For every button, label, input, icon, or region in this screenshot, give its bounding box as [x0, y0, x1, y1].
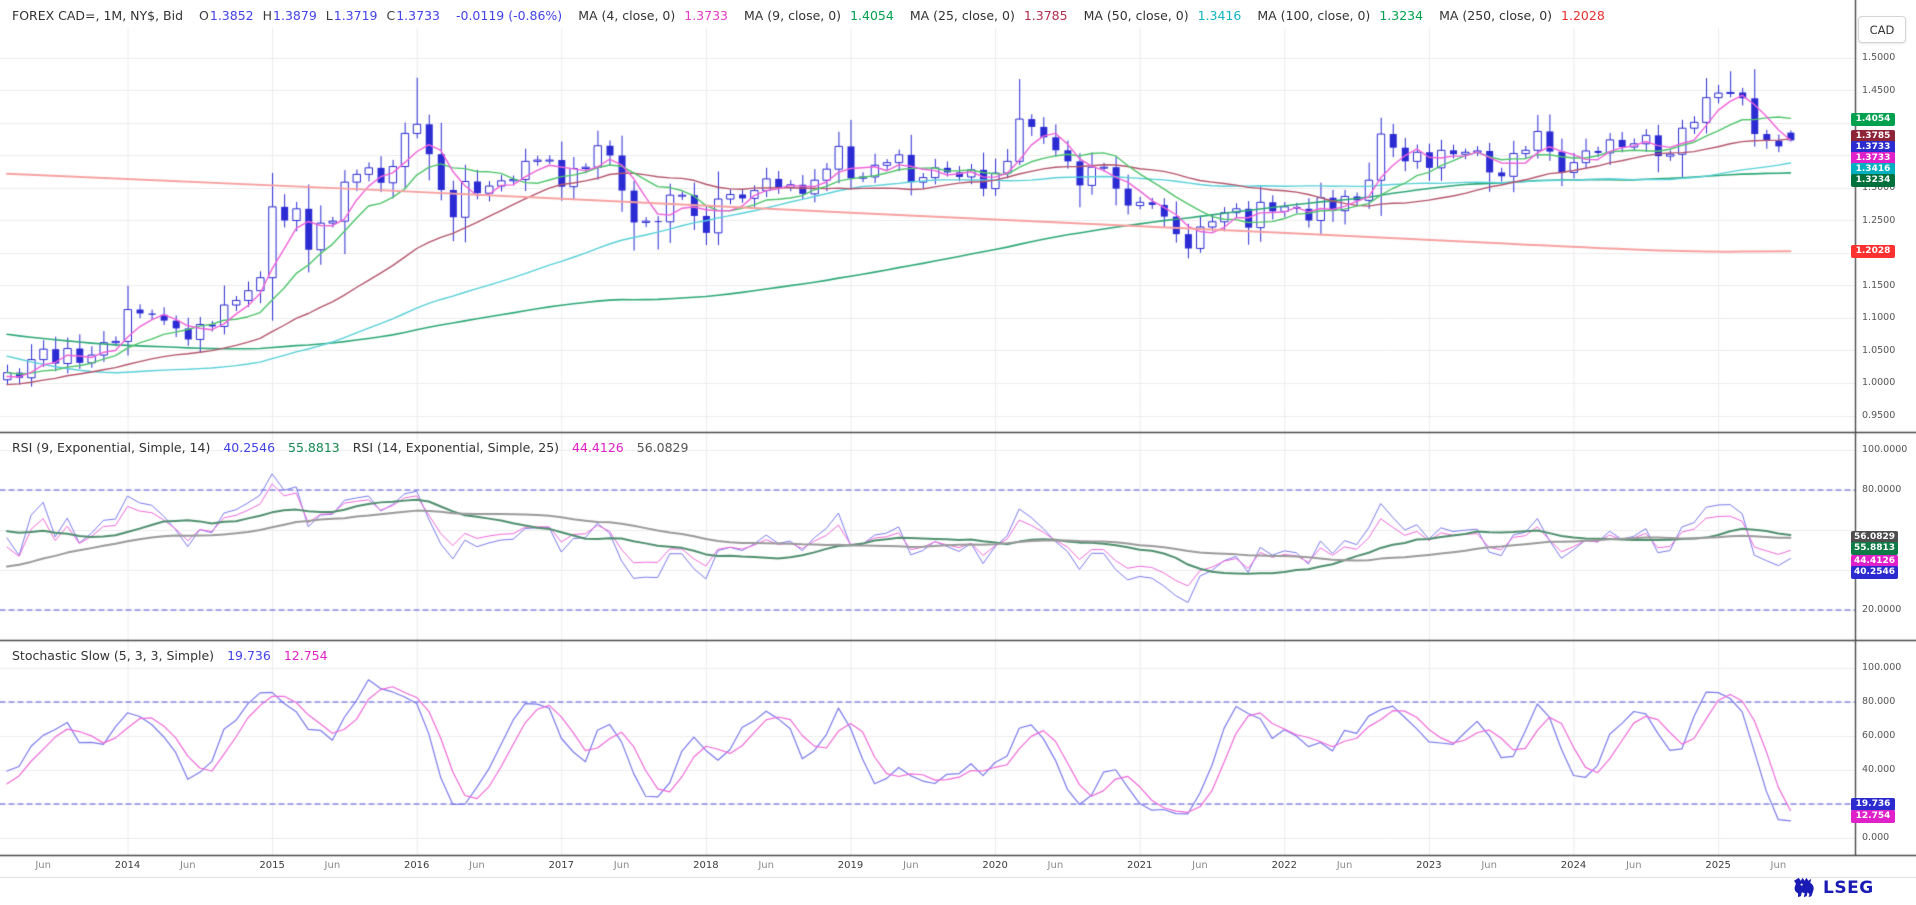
x-tick-year: 2015: [259, 860, 285, 871]
x-tick-jun: Jun: [35, 860, 51, 871]
x-tick-year: 2018: [693, 860, 719, 871]
price-axis-label: 1.4500: [1862, 84, 1896, 96]
x-tick-year: 2024: [1560, 860, 1587, 871]
x-tick-jun: Jun: [613, 860, 630, 871]
price-axis-label: 0.9500: [1862, 409, 1896, 421]
price-axis-label: 1.5000: [1862, 52, 1896, 63]
x-tick-jun: Jun: [758, 860, 774, 871]
rsi-badge: 40.2546: [1851, 565, 1898, 579]
x-tick-jun: Jun: [469, 860, 485, 871]
stoch-axis-label: 60.000: [1862, 730, 1896, 741]
ma-legend-item-1[interactable]: MA (9, close, 0) 1.4054: [744, 7, 894, 23]
lseg-logo-text: LSEG: [1823, 877, 1874, 898]
stoch-header-seg-0: Stochastic Slow (5, 3, 3, Simple): [12, 648, 215, 663]
rsi-header-seg-1: 40.2546: [223, 440, 276, 455]
lseg-lion-icon: [1794, 877, 1814, 898]
rsi-badge: 44.4126: [1851, 554, 1898, 568]
ohlc-c: C 1.3733: [386, 7, 440, 23]
stoch-axis-label: 40.000: [1862, 764, 1896, 775]
x-tick-jun: Jun: [1336, 860, 1353, 871]
price-axis-label: 1.1000: [1862, 312, 1896, 323]
rsi-badge: 56.0829: [1851, 531, 1898, 545]
price-badge: 1.2028: [1851, 244, 1895, 258]
x-tick-year: 2021: [1126, 860, 1153, 871]
ma-legend-item-3[interactable]: MA (50, close, 0) 1.3416: [1083, 7, 1242, 23]
instrument-title[interactable]: FOREX CAD=, 1M, NY$, Bid: [12, 7, 184, 23]
x-tick-year: 2020: [982, 860, 1008, 871]
rsi-header[interactable]: RSI (9, Exponential, Simple, 14) 40.2546 5…: [12, 440, 688, 455]
stoch-badge: 12.754: [1851, 809, 1895, 823]
rsi-badge: 55.8813: [1851, 542, 1898, 556]
price-axis-label: 1.0500: [1862, 344, 1896, 356]
price-axis-label: 1.2500: [1862, 214, 1896, 226]
x-tick-year: 2025: [1705, 860, 1731, 871]
stoch-axis-label: 100.000: [1862, 662, 1902, 673]
price-badge: 1.4054: [1851, 112, 1895, 126]
ma-legend-item-0[interactable]: MA (4, close, 0) 1.3733: [578, 7, 728, 23]
ma-legend-item-5[interactable]: MA (250, close, 0) 1.2028: [1439, 7, 1605, 23]
x-tick-year: 2022: [1271, 860, 1298, 871]
rsi-header-seg-0: RSI (9, Exponential, Simple, 14): [12, 440, 211, 455]
ma-legend: MA (4, close, 0) 1.3733 MA (9, close, 0) 1.…: [578, 8, 1605, 23]
x-tick-year: 2019: [837, 860, 864, 871]
stoch-header-seg-2: 12.754: [283, 648, 328, 663]
x-tick-year: 2014: [114, 860, 141, 871]
price-badge: 1.3234: [1851, 174, 1895, 188]
x-tick-year: 2017: [548, 860, 575, 871]
ohlc-l: L 1.3719: [325, 7, 378, 23]
ohlc-o: O 1.3852: [199, 7, 254, 23]
ma-legend-item-2[interactable]: MA (25, close, 0) 1.3785: [909, 7, 1068, 23]
rsi-axis-label: 80.0000: [1862, 484, 1902, 495]
price-axis-label: 1.3000: [1862, 182, 1896, 193]
stoch-header-seg-1: 19.736: [227, 648, 271, 663]
x-tick-jun: Jun: [1047, 860, 1064, 871]
x-tick-jun: Jun: [1625, 860, 1642, 871]
x-tick-jun: Jun: [1481, 860, 1497, 871]
price-badge: 1.3733: [1851, 141, 1895, 155]
stoch-header[interactable]: Stochastic Slow (5, 3, 3, Simple) 19.736 1…: [12, 648, 328, 663]
x-tick-jun: Jun: [1192, 860, 1208, 871]
change-value: -0.0119 (-0.86%): [455, 7, 563, 23]
rsi-header-seg-3: RSI (14, Exponential, Simple, 25): [352, 440, 560, 455]
x-tick-jun: Jun: [902, 860, 919, 871]
x-tick-jun: Jun: [1770, 860, 1787, 871]
rsi-header-seg-5: 56.0829: [636, 440, 689, 455]
price-badge: 1.3733: [1851, 152, 1895, 166]
stoch-axis-label: 80.000: [1862, 696, 1896, 707]
x-tick-year: 2023: [1416, 860, 1442, 871]
ohlc-h: H 1.3879: [262, 7, 317, 23]
currency-tab-cad[interactable]: CAD: [1858, 16, 1906, 43]
stoch-badge: 19.736: [1851, 797, 1895, 811]
ma-legend-item-4[interactable]: MA (100, close, 0) 1.3234: [1257, 7, 1424, 23]
x-tick-jun: Jun: [324, 860, 341, 871]
rsi-header-seg-4: 44.4126: [572, 440, 624, 455]
price-badge: 1.3785: [1851, 130, 1895, 144]
x-tick-jun: Jun: [179, 860, 196, 871]
chart-header: FOREX CAD=, 1M, NY$, Bid O 1.3852 H 1.3879 L…: [12, 6, 1605, 24]
price-axis-label: 1.1500: [1862, 279, 1896, 291]
lseg-logo: LSEG: [1793, 876, 1874, 899]
stoch-axis-label: 0.000: [1862, 832, 1890, 843]
price-axis-label: 1.0000: [1862, 377, 1896, 388]
ohlc-readout: O 1.3852 H 1.3879 L 1.3719 C 1.3733: [199, 8, 440, 23]
x-tick-year: 2016: [403, 860, 430, 871]
rsi-axis-label: 100.0000: [1862, 444, 1908, 455]
price-badge: 1.3416: [1851, 163, 1895, 177]
rsi-header-seg-2: 55.8813: [288, 440, 340, 455]
rsi-axis-label: 20.0000: [1862, 604, 1902, 615]
